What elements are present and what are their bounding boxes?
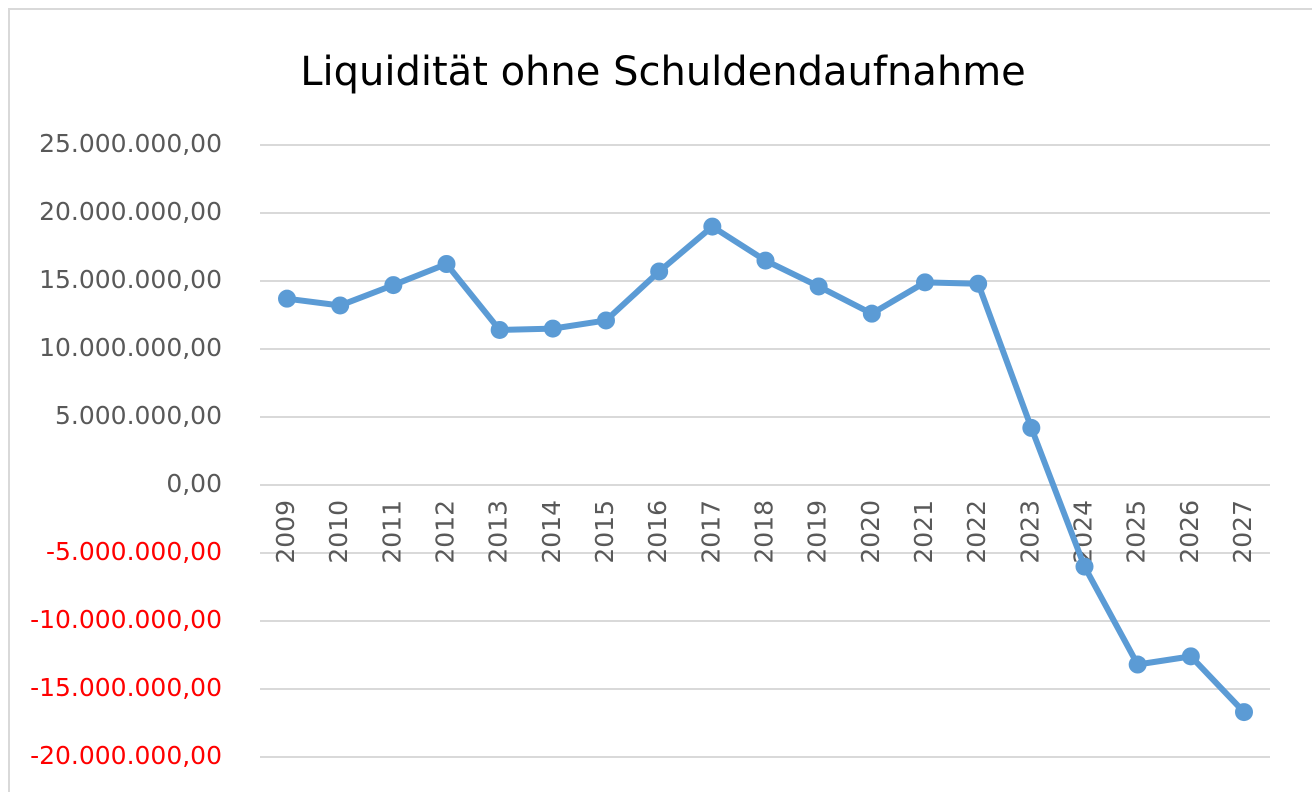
data-point <box>331 296 350 315</box>
data-point <box>1022 418 1041 437</box>
x-tick-label: 2017 <box>696 500 725 564</box>
y-tick-label: -10.000.000,00 <box>30 605 222 634</box>
data-point <box>862 304 881 323</box>
x-tick-label: 2026 <box>1175 500 1204 564</box>
x-tick-label: 2021 <box>909 500 938 564</box>
data-point <box>543 319 562 338</box>
x-tick-label: 2022 <box>962 500 991 564</box>
x-tick-label: 2016 <box>643 500 672 564</box>
data-point <box>597 311 615 330</box>
chart-title: Liquidität ohne Schuldendaufnahme <box>300 49 1026 95</box>
x-tick-label: 2010 <box>324 500 353 564</box>
x-tick-label: 2027 <box>1228 500 1257 564</box>
y-tick-label: -15.000.000,00 <box>30 673 222 702</box>
y-tick-label: -5.000.000,00 <box>46 537 222 566</box>
y-tick-label: 20.000.000,00 <box>39 197 222 226</box>
data-point <box>756 251 775 270</box>
x-tick-label: 2019 <box>803 500 832 564</box>
x-tick-label: 2014 <box>537 500 566 564</box>
y-tick-label: -20.000.000,00 <box>30 741 222 770</box>
data-point <box>703 217 722 236</box>
data-point <box>1235 703 1253 722</box>
data-point <box>1128 655 1147 674</box>
data-point <box>437 255 456 273</box>
data-point <box>916 273 934 292</box>
y-tick-label: 15.000.000,00 <box>39 265 222 294</box>
data-point <box>1181 647 1200 666</box>
data-line <box>286 223 1247 715</box>
chart-frame <box>8 8 1312 796</box>
y-tick-label: 5.000.000,00 <box>55 401 222 430</box>
data-point <box>278 289 296 308</box>
x-tick-label: 2013 <box>484 500 513 564</box>
x-tick-label: 2015 <box>590 500 619 564</box>
data-point <box>490 320 509 339</box>
data-point <box>969 274 988 293</box>
y-tick-label: 25.000.000,00 <box>39 129 222 158</box>
x-tick-label: 2025 <box>1122 500 1151 564</box>
data-point <box>1075 557 1094 576</box>
x-tick-label: 2011 <box>377 500 406 564</box>
x-tick-label: 2009 <box>271 500 300 564</box>
data-point <box>384 276 403 295</box>
x-tick-label: 2020 <box>856 500 885 564</box>
y-tick-label: 0,00 <box>166 469 222 498</box>
x-tick-label: 2018 <box>750 500 779 564</box>
data-point <box>809 277 828 296</box>
x-tick-label: 2023 <box>1015 500 1044 564</box>
data-point <box>650 262 669 281</box>
x-tick-label: 2012 <box>431 500 460 564</box>
y-tick-label: 10.000.000,00 <box>39 333 222 362</box>
